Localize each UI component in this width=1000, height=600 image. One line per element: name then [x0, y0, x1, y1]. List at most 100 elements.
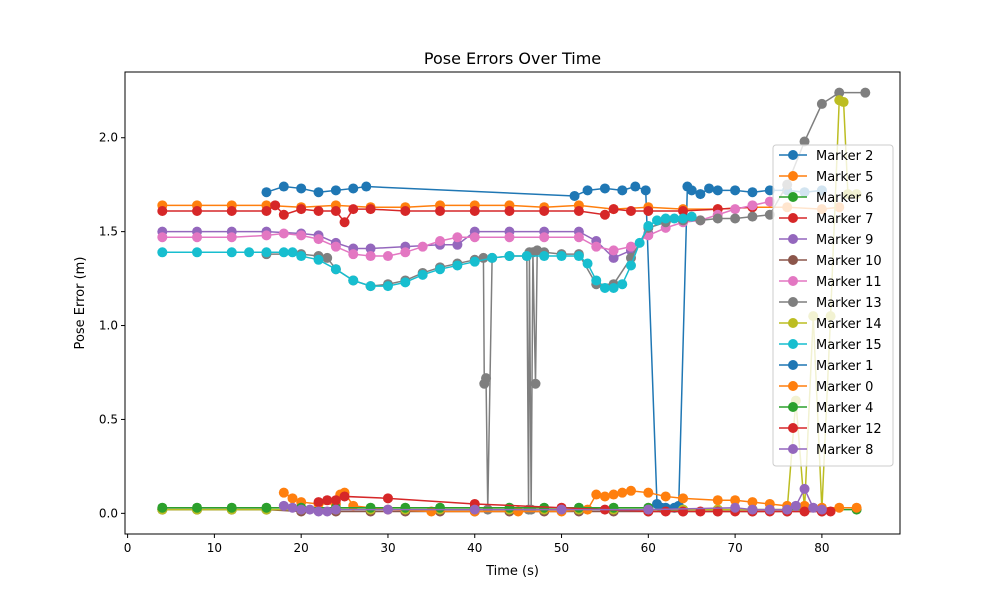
data-point	[192, 205, 203, 216]
data-point	[652, 215, 662, 226]
data-point	[625, 485, 636, 496]
data-point	[382, 281, 393, 292]
data-point	[452, 239, 463, 250]
legend-label: Marker 9	[816, 233, 873, 248]
y-tick-label: 0.5	[99, 412, 118, 426]
data-point	[678, 506, 689, 517]
data-point	[825, 506, 836, 517]
data-point	[573, 251, 584, 262]
legend-marker	[788, 381, 798, 391]
legend-marker	[788, 423, 798, 433]
data-point	[678, 493, 689, 504]
data-point	[712, 213, 723, 224]
data-point	[678, 205, 689, 216]
data-point	[730, 213, 741, 224]
data-point	[287, 502, 298, 513]
data-point	[834, 87, 845, 98]
data-point	[469, 232, 480, 243]
data-point	[348, 204, 359, 215]
y-axis-label: Pose Error (m)	[73, 257, 88, 350]
legend: Marker 2 Marker 5 Marker 6 Marker 7 Marker 9…	[772, 144, 894, 467]
data-point	[400, 247, 411, 258]
data-point	[539, 232, 550, 243]
data-point	[226, 247, 237, 258]
data-point	[851, 502, 862, 513]
data-point	[573, 205, 584, 216]
data-point	[278, 247, 289, 258]
data-point	[270, 200, 281, 211]
data-point	[365, 502, 376, 513]
data-point	[330, 504, 341, 515]
data-point	[643, 205, 654, 216]
data-point	[339, 491, 350, 502]
legend-marker	[788, 150, 798, 160]
data-point	[435, 264, 446, 275]
data-point	[747, 497, 758, 508]
data-point	[261, 187, 272, 198]
legend-label: Marker 1	[816, 359, 873, 374]
data-point	[660, 491, 671, 502]
data-point	[313, 205, 324, 216]
data-point	[469, 256, 480, 267]
data-point	[569, 190, 580, 201]
data-point	[296, 230, 307, 241]
data-point	[435, 205, 446, 216]
data-point	[400, 277, 411, 288]
data-point	[591, 489, 602, 500]
data-point	[816, 98, 827, 109]
data-point	[608, 245, 619, 256]
legend-label: Marker 2	[816, 149, 873, 164]
data-point	[304, 504, 315, 515]
data-point	[539, 251, 550, 262]
data-point	[799, 506, 810, 517]
data-point	[608, 204, 619, 215]
data-point	[348, 249, 359, 260]
data-point	[556, 251, 567, 262]
legend-label: Marker 8	[816, 443, 873, 458]
series-marker-15	[157, 211, 697, 293]
data-point	[157, 232, 168, 243]
x-tick-label: 40	[467, 541, 482, 555]
data-point	[382, 504, 393, 515]
data-point	[712, 185, 723, 196]
data-point	[481, 373, 492, 384]
data-point	[599, 209, 610, 220]
data-point	[365, 243, 376, 254]
data-point	[643, 504, 654, 515]
data-point	[608, 489, 619, 500]
legend-label: Marker 15	[816, 338, 882, 353]
data-point	[539, 205, 550, 216]
legend-marker	[788, 276, 798, 286]
data-point	[226, 502, 237, 513]
data-point	[261, 205, 272, 216]
legend-label: Marker 0	[816, 380, 873, 395]
data-point	[669, 213, 680, 224]
data-point	[192, 247, 203, 258]
data-point	[573, 232, 584, 243]
data-point	[625, 241, 636, 252]
data-point	[469, 205, 480, 216]
x-tick-label: 50	[554, 541, 569, 555]
data-point	[382, 493, 393, 504]
data-point	[816, 504, 827, 515]
data-point	[261, 502, 272, 513]
data-point	[660, 213, 671, 224]
x-tick-label: 30	[380, 541, 395, 555]
data-point	[287, 493, 298, 504]
data-point	[730, 204, 741, 215]
data-point	[330, 241, 341, 252]
legend-marker	[788, 339, 798, 349]
data-point	[730, 495, 741, 506]
data-point	[608, 252, 619, 263]
data-point	[782, 504, 793, 515]
data-point	[608, 282, 619, 293]
data-point	[417, 241, 428, 252]
x-tick-label: 0	[124, 541, 132, 555]
data-point	[192, 232, 203, 243]
data-point	[617, 279, 628, 290]
data-point	[330, 205, 341, 216]
data-point	[730, 185, 741, 196]
data-point	[244, 247, 255, 258]
data-point	[348, 275, 359, 286]
